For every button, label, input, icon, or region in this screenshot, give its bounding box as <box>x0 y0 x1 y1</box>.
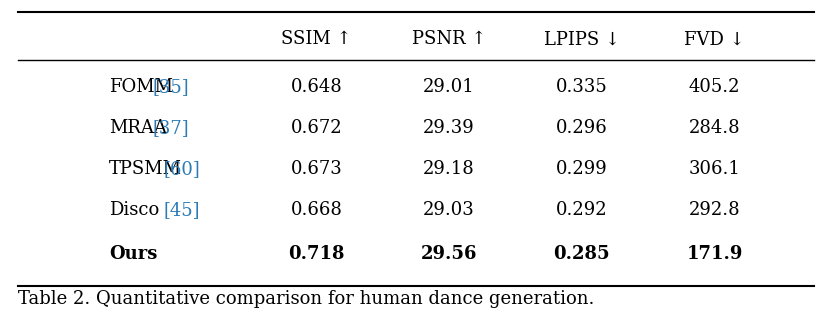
Text: TPSMM: TPSMM <box>109 160 182 178</box>
Text: Ours: Ours <box>109 245 157 263</box>
Text: [45]: [45] <box>163 201 200 219</box>
Text: 29.01: 29.01 <box>423 78 475 96</box>
Text: 29.18: 29.18 <box>423 160 475 178</box>
Text: 171.9: 171.9 <box>686 245 743 263</box>
Text: FOMM: FOMM <box>109 78 173 96</box>
Text: PSNR ↑: PSNR ↑ <box>412 30 487 48</box>
Text: Table 2. Quantitative comparison for human dance generation.: Table 2. Quantitative comparison for hum… <box>18 290 594 308</box>
Text: 0.285: 0.285 <box>553 245 610 263</box>
Text: 0.673: 0.673 <box>290 160 343 178</box>
Text: 29.03: 29.03 <box>423 201 475 219</box>
Text: 405.2: 405.2 <box>689 78 740 96</box>
Text: 306.1: 306.1 <box>689 160 740 178</box>
Text: [37]: [37] <box>152 119 189 137</box>
Text: 0.648: 0.648 <box>290 78 343 96</box>
Text: 284.8: 284.8 <box>689 119 740 137</box>
Text: 29.39: 29.39 <box>423 119 475 137</box>
Text: 292.8: 292.8 <box>689 201 740 219</box>
Text: LPIPS ↓: LPIPS ↓ <box>544 30 620 48</box>
Text: 0.296: 0.296 <box>556 119 607 137</box>
Text: 0.672: 0.672 <box>290 119 342 137</box>
Text: 29.56: 29.56 <box>421 245 478 263</box>
Text: FVD ↓: FVD ↓ <box>684 30 745 48</box>
Text: 0.718: 0.718 <box>288 245 344 263</box>
Text: 0.299: 0.299 <box>556 160 607 178</box>
Text: SSIM ↑: SSIM ↑ <box>281 30 352 48</box>
Text: Disco: Disco <box>109 201 160 219</box>
Text: 0.335: 0.335 <box>556 78 607 96</box>
Text: MRAA: MRAA <box>109 119 167 137</box>
Text: 0.668: 0.668 <box>290 201 343 219</box>
Text: 0.292: 0.292 <box>556 201 607 219</box>
Text: [35]: [35] <box>152 78 189 96</box>
Text: [60]: [60] <box>163 160 200 178</box>
